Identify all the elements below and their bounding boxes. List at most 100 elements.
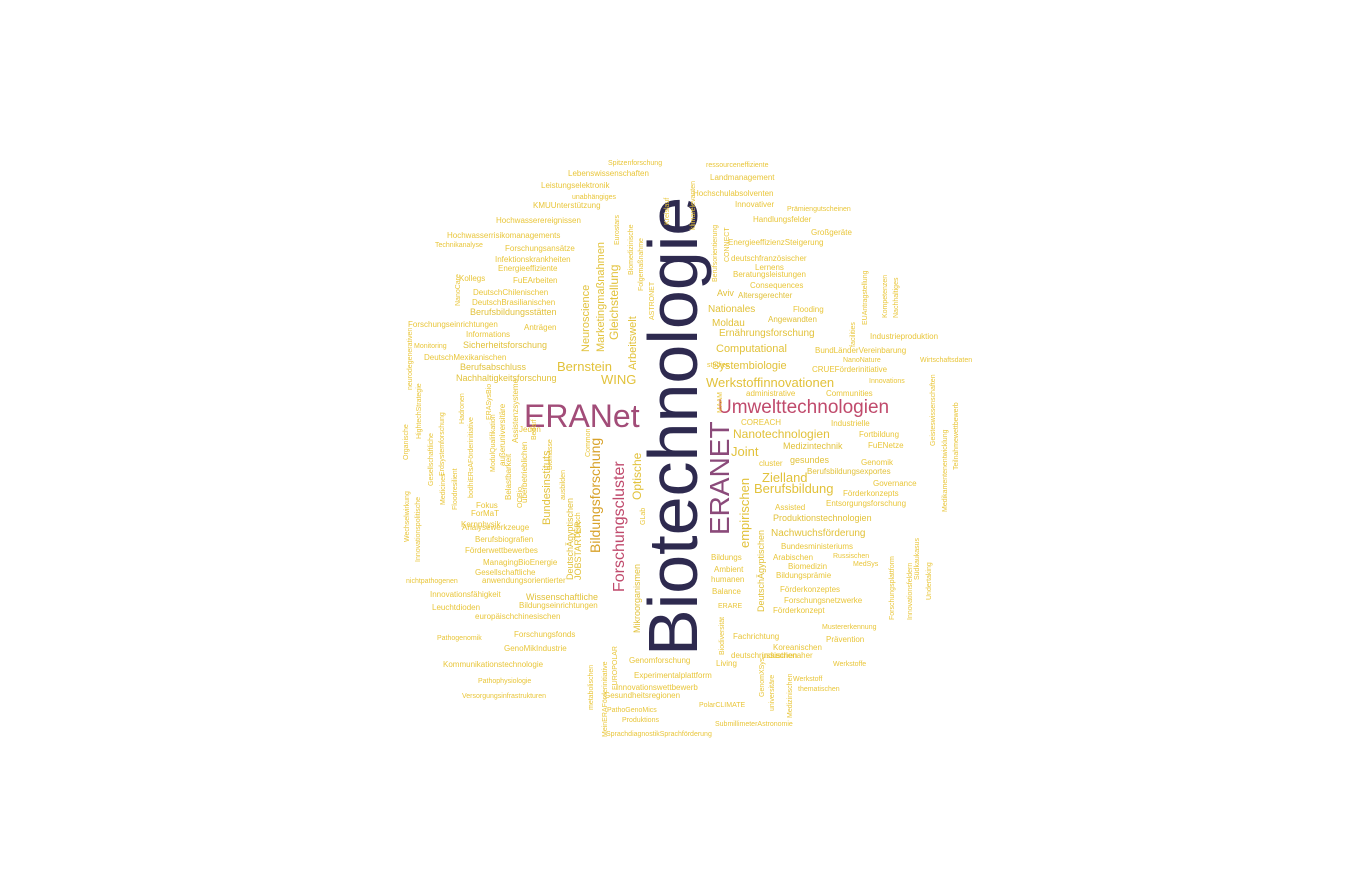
word: Marketingmaßnahmen [595, 241, 607, 352]
word: Bildungsprämie [776, 571, 832, 580]
word: Pathophysiologie [478, 678, 532, 685]
word: GLab [640, 507, 647, 525]
word: ERASysBio [486, 383, 493, 420]
word: DeutschBrasilianischen [472, 298, 556, 307]
word: Handlungsfelder [753, 215, 812, 224]
word: CRUEFörderinitiative [812, 365, 888, 374]
word: Gesundheitsregionen [604, 691, 681, 700]
word: Biodiversität [719, 616, 726, 655]
word: facilities [850, 322, 857, 347]
word: Mikroorganismen [632, 563, 642, 633]
word: empirischen [737, 477, 752, 548]
word: nichtpathogenen [406, 578, 458, 585]
word: Kernphysik [461, 520, 501, 529]
word: NanoNature [843, 357, 881, 364]
word: Bildungs [711, 553, 742, 562]
word: Förderkonzeptes [780, 585, 841, 594]
word: SprachdiagnostikSprachförderung [606, 731, 712, 738]
word: Deutsch [575, 512, 582, 538]
word: Spitzenforschung [608, 160, 663, 167]
word: COREACH [741, 418, 782, 427]
word: Produktions [622, 717, 659, 724]
word: Entsorgungsforschung [826, 499, 907, 508]
word: neurodegenerativen [407, 327, 414, 390]
word: Lernens [755, 263, 784, 272]
word: EUROPOLAR [612, 646, 619, 690]
word: Common [585, 428, 592, 457]
word: Kompetenzen [882, 274, 889, 318]
word: thematischen [798, 686, 840, 693]
word: HightechStrategie [416, 383, 423, 439]
word: Informations [466, 330, 511, 339]
word: Industrielle [831, 419, 870, 428]
word: Forschungscluster [611, 461, 628, 592]
word: cluster [759, 459, 783, 468]
word: MAAM [717, 392, 724, 413]
word: humanen [711, 575, 745, 584]
word: Industrieproduktion [870, 332, 939, 341]
word: Living [716, 659, 737, 668]
word: Erdsystemforschung [439, 412, 446, 476]
word: Monitoring [414, 343, 447, 350]
word: EUAntragstellung [862, 270, 869, 325]
word: Nanotechnologien [733, 427, 830, 441]
word: studies [707, 362, 730, 369]
word: Jeden [519, 425, 541, 434]
word: Forschungsfonds [514, 630, 576, 639]
word: Umwelttechnologien [718, 397, 890, 418]
word: klimarelevanten [690, 180, 697, 230]
word: Bildungseinrichtungen [519, 601, 598, 610]
word: Energieeffiziente [498, 264, 558, 273]
word: Gesellschaftliche [428, 433, 435, 486]
word: Medizintechnik [783, 441, 843, 451]
word: Innovativer [735, 200, 775, 209]
word: Hochwasserrisikomanagements [447, 231, 561, 240]
word: Teilnahmewettbewerb [953, 402, 960, 470]
word: DeutschÄgyptischen [756, 529, 766, 612]
word: MeinERAFörderinitiative [602, 661, 609, 737]
word: Berufsbiografien [475, 535, 534, 544]
word: Prävention [826, 635, 865, 644]
word: ERARE [718, 603, 743, 610]
word: GenoMikIndustrie [504, 644, 567, 653]
word: Forschungsnetzwerke [784, 596, 863, 605]
word: ressourceneffiziente [706, 162, 769, 169]
word: europäischchinesischen [475, 612, 561, 621]
word: Folgemaßnahme [638, 238, 645, 291]
word: Genomik [861, 458, 894, 467]
word: Hochwasserereignissen [496, 216, 581, 225]
word: ManagingBioEnergie [483, 558, 558, 567]
word: Biomedizin [788, 562, 828, 571]
word: Innovationspolitische [415, 497, 422, 562]
word: Mustererkennung [822, 624, 877, 631]
word: Analysewerkzeuge [462, 523, 530, 532]
word: ERANet [524, 398, 640, 434]
word: Wechselwirkung [404, 491, 411, 542]
word: ERANET [704, 421, 735, 535]
word: Altersgerechter [738, 291, 793, 300]
word: Genomforschung [629, 656, 691, 665]
word: Großgeräte [811, 228, 852, 237]
word: Biomedizinische [628, 224, 635, 275]
word: Gesellschaftliche [475, 568, 536, 577]
word: Lebenswissenschaften [568, 169, 649, 178]
word: Fachrichtung [733, 632, 780, 641]
word: administrative [746, 389, 796, 398]
word: Berufsbildung [754, 481, 834, 496]
word: Organische [403, 424, 410, 460]
word: Sicherheitsforschung [463, 340, 548, 350]
word: Technikanalyse [435, 242, 483, 249]
word: Nationales [708, 304, 756, 315]
word: Neuroscience [580, 284, 592, 352]
word: FuEArbeiten [513, 276, 558, 285]
word: Innovationsfähigkeit [430, 590, 501, 599]
word: Assisted [775, 503, 806, 512]
word: metabolischen [588, 664, 595, 710]
word: Nachwuchsförderung [771, 528, 866, 539]
word: Systembiologie [712, 360, 787, 372]
word: NanoCare [455, 274, 462, 306]
word: Werkstoffe [833, 661, 867, 668]
word: Biotechnologie [634, 196, 712, 656]
word: Hadronen [459, 393, 466, 424]
word: Berufsbildungsexportes [807, 467, 891, 476]
